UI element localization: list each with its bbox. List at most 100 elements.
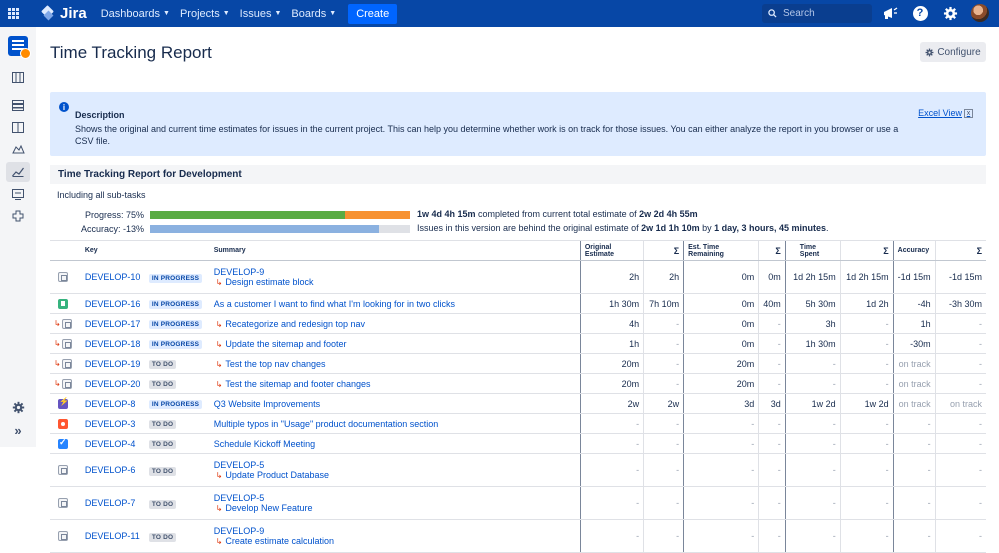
accuracy-sum-cell: -: [934, 519, 986, 553]
settings-gear-icon[interactable]: [941, 4, 959, 22]
original-estimate-sum-cell: 7h 10m: [643, 293, 684, 314]
issue-summary-link[interactable]: Multiple typos in "Usage" product docume…: [213, 418, 439, 429]
megaphone-icon[interactable]: [881, 4, 899, 22]
issue-summary-link[interactable]: Update Product Database: [225, 470, 329, 480]
issue-summary-link[interactable]: Develop New Feature: [225, 503, 313, 513]
issue-key-link[interactable]: DEVELOP-10: [84, 272, 141, 282]
issue-summary-link[interactable]: Q3 Website Improvements: [213, 398, 321, 409]
original-estimate-cell: -: [579, 413, 644, 434]
original-estimate-cell: 20m: [579, 353, 644, 374]
table-row[interactable]: DEVELOP-3 TO DO Multiple typos in "Usage" …: [50, 413, 986, 434]
issue-key-link[interactable]: DEVELOP-8: [84, 398, 136, 409]
issue-summary-link[interactable]: Schedule Kickoff Meeting: [213, 438, 316, 449]
table-row[interactable]: DEVELOP-11 TO DO DEVELOP-9 ↳ Create estimate…: [50, 519, 986, 553]
subtask-arrow-icon: ↳: [54, 379, 61, 389]
search-icon: [768, 9, 777, 18]
time-spent-sum-cell: -: [839, 453, 894, 487]
jira-logo-icon: [41, 7, 55, 21]
table-row[interactable]: ↳ DEVELOP-18 IN PROGRESS ↳ Update the sitema…: [50, 333, 986, 354]
table-row[interactable]: DEVELOP-16 IN PROGRESS As a customer I wan…: [50, 293, 986, 314]
app-switcher-icon[interactable]: [0, 0, 27, 27]
create-button[interactable]: Create: [348, 3, 398, 24]
status-badge: TO DO: [148, 499, 177, 509]
issue-summary-link[interactable]: Design estimate block: [225, 277, 314, 287]
remaining-cell: -: [683, 453, 759, 487]
backlog-icon[interactable]: [10, 97, 26, 113]
column-key[interactable]: Key: [80, 240, 145, 261]
board-icon[interactable]: [10, 69, 26, 85]
column-time-spent[interactable]: Time Spent: [784, 240, 841, 261]
issue-summary-link[interactable]: Test the top nav changes: [225, 358, 326, 369]
nav-dashboards[interactable]: Dashboards ▼: [100, 7, 170, 20]
releases-icon[interactable]: [10, 141, 26, 157]
parent-issue-link[interactable]: DEVELOP-5: [213, 493, 265, 503]
status-badge: TO DO: [148, 380, 177, 389]
issue-key-link[interactable]: DEVELOP-4: [84, 438, 136, 449]
project-avatar-icon[interactable]: [8, 36, 31, 59]
table-row[interactable]: DEVELOP-7 TO DO DEVELOP-5 ↳ Develop New Feat…: [50, 486, 986, 520]
excel-icon: x: [964, 108, 973, 118]
column-original-estimate[interactable]: Original Estimate: [579, 240, 644, 261]
issue-key-link[interactable]: DEVELOP-11: [84, 531, 140, 541]
subtask-arrow-icon: ↳: [215, 379, 223, 389]
nav-issues[interactable]: Issues ▼: [239, 7, 282, 20]
table-row[interactable]: ↳ DEVELOP-17 IN PROGRESS ↳ Recategorize and …: [50, 313, 986, 334]
issue-key-link[interactable]: DEVELOP-19: [84, 358, 141, 369]
issue-summary-link[interactable]: Create estimate calculation: [225, 536, 334, 546]
subtask-arrow-icon: ↳: [215, 319, 223, 329]
table-row[interactable]: ↳ DEVELOP-20 TO DO ↳ Test the sitemap and fo…: [50, 373, 986, 394]
issue-key-link[interactable]: DEVELOP-18: [84, 338, 141, 349]
issue-summary-link[interactable]: Recategorize and redesign top nav: [225, 318, 366, 329]
status-badge: IN PROGRESS: [148, 273, 203, 283]
search-input[interactable]: Search: [762, 4, 872, 23]
description-text: Shows the original and current time esti…: [75, 124, 899, 146]
expand-sidebar-icon[interactable]: »: [14, 422, 22, 438]
table-row[interactable]: DEVELOP-6 TO DO DEVELOP-5 ↳ Update Product D…: [50, 453, 986, 487]
issue-summary-link[interactable]: Test the sitemap and footer changes: [225, 378, 371, 389]
issue-key-link[interactable]: DEVELOP-16: [84, 298, 141, 309]
column-accuracy[interactable]: Accuracy: [892, 240, 936, 261]
time-spent-cell: -: [784, 353, 841, 374]
active-sprints-icon[interactable]: [10, 119, 26, 135]
table-row[interactable]: DEVELOP-10 IN PROGRESS DEVELOP-9 ↳ Design es…: [50, 260, 986, 294]
accuracy-cell: -: [892, 433, 936, 454]
nav-projects[interactable]: Projects ▼: [179, 7, 230, 20]
remaining-sum-cell: -: [758, 519, 786, 553]
table-row[interactable]: ↳ DEVELOP-19 TO DO ↳ Test the top nav change…: [50, 353, 986, 374]
issue-key-link[interactable]: DEVELOP-20: [84, 378, 141, 389]
issue-key-link[interactable]: DEVELOP-7: [84, 498, 136, 508]
issue-key-link[interactable]: DEVELOP-17: [84, 318, 141, 329]
nav-boards[interactable]: Boards ▼: [291, 7, 337, 20]
table-row[interactable]: DEVELOP-8 IN PROGRESS Q3 Website Improveme…: [50, 393, 986, 414]
accuracy-sum-cell: -: [934, 373, 986, 394]
column-summary[interactable]: Summary: [209, 240, 581, 261]
original-estimate-sum-cell: -: [643, 333, 684, 354]
issue-summary-link[interactable]: Update the sitemap and footer: [225, 338, 347, 349]
info-icon: i: [59, 102, 69, 112]
components-icon[interactable]: [10, 208, 26, 224]
parent-issue-link[interactable]: DEVELOP-9: [213, 526, 265, 536]
excel-view-link[interactable]: Excel View x: [918, 108, 973, 118]
help-icon[interactable]: ?: [911, 4, 929, 22]
reports-icon[interactable]: [6, 162, 30, 182]
status-badge: TO DO: [148, 360, 177, 369]
time-tracking-table: Key Summary Original Estimate Σ Est. Tim…: [50, 240, 986, 553]
original-estimate-cell: 20m: [579, 373, 644, 394]
original-estimate-sum-cell: -: [643, 413, 684, 434]
column-remaining[interactable]: Est. Time Remaining: [683, 240, 759, 261]
issues-icon[interactable]: [10, 186, 26, 202]
parent-issue-link[interactable]: DEVELOP-9: [213, 267, 265, 277]
time-spent-sum-cell: -: [839, 313, 894, 334]
issue-summary-link[interactable]: As a customer I want to find what I'm lo…: [213, 298, 456, 309]
user-avatar[interactable]: [971, 4, 989, 22]
project-settings-gear-icon[interactable]: [10, 399, 26, 415]
issue-key-link[interactable]: DEVELOP-3: [84, 418, 136, 429]
accuracy-sum-cell: on track: [934, 393, 986, 414]
jira-logo[interactable]: Jira: [41, 5, 87, 22]
original-estimate-sum-cell: -: [643, 353, 684, 374]
issue-key-link[interactable]: DEVELOP-6: [84, 465, 136, 475]
accuracy-value: -13%: [122, 224, 144, 234]
parent-issue-link[interactable]: DEVELOP-5: [213, 460, 265, 470]
configure-button[interactable]: Configure: [920, 42, 986, 62]
